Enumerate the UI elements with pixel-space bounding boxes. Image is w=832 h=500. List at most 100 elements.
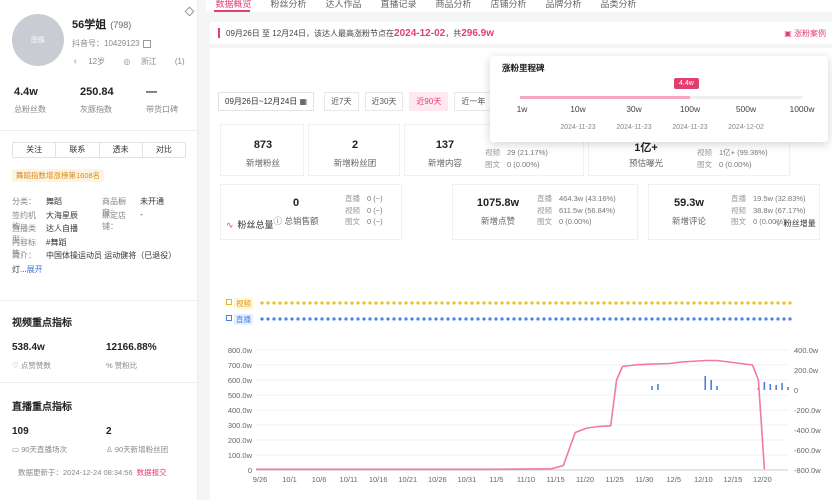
tab-works[interactable]: 达人作品 bbox=[325, 0, 362, 9]
video-likes-label-text: 点赞赞数 bbox=[20, 361, 51, 370]
range-90d[interactable]: 近90天 bbox=[409, 92, 449, 111]
marker-dot bbox=[680, 317, 684, 321]
tab-brands[interactable]: 品牌分析 bbox=[545, 0, 582, 9]
marker-dot bbox=[620, 301, 624, 305]
age-label: ♀ 12岁 bbox=[72, 57, 113, 66]
range-1y[interactable]: 近一年 bbox=[454, 92, 493, 111]
marker-dot bbox=[686, 301, 690, 305]
marker-dot bbox=[524, 317, 528, 321]
x-tick: 11/30 bbox=[635, 475, 653, 484]
trend-toggle[interactable]: ∿ 粉丝增量 bbox=[774, 218, 816, 229]
edit-icon[interactable] bbox=[184, 6, 195, 17]
tab-goods[interactable]: 商品分析 bbox=[435, 0, 472, 9]
video-metrics-title: 视频重点指标 bbox=[12, 318, 72, 329]
metric-value: 0 bbox=[292, 197, 300, 209]
marker-dot bbox=[662, 301, 666, 305]
case-link[interactable]: ▣ 涨粉案例 bbox=[784, 28, 826, 39]
tab-overview[interactable]: 数据概览 bbox=[215, 0, 252, 9]
marker-dot bbox=[308, 317, 312, 321]
marker-dot bbox=[596, 301, 600, 305]
date-range-picker[interactable]: 09月26日~12月24日 ▦ bbox=[218, 92, 315, 111]
info-value[interactable]: #舞蹈 bbox=[46, 237, 67, 247]
marker-dot bbox=[554, 301, 558, 305]
penetrate-button[interactable]: 透未 bbox=[100, 143, 143, 157]
marker-dot bbox=[578, 317, 582, 321]
increment-bar bbox=[716, 386, 718, 390]
marker-dot bbox=[344, 301, 348, 305]
range-30d[interactable]: 近30天 bbox=[364, 92, 404, 111]
notice-prefix: 09月26日 至 12月24日，该达人最高涨粉节点在 bbox=[226, 29, 395, 38]
profile-info: 分类： 舞蹈 商品橱窗： 未开通 签约机构： 大海星辰 绑定店铺： - 直播类型： 达人自播 … bbox=[12, 196, 192, 277]
metric-new-fans[interactable]: 873 新增粉丝 bbox=[220, 124, 304, 176]
info-value: 大海星辰 bbox=[46, 210, 78, 220]
y-right-tick: 200.0w bbox=[794, 366, 819, 375]
x-tick: 10/21 bbox=[398, 475, 417, 484]
live-marker-icon bbox=[226, 315, 232, 321]
marker-dot bbox=[392, 317, 396, 321]
rank-badge[interactable]: 舞蹈指数增涨榜第1608名 bbox=[12, 169, 105, 182]
divider bbox=[0, 382, 198, 383]
marker-dot bbox=[476, 301, 480, 305]
marker-dot bbox=[284, 301, 288, 305]
y-right-tick: -800.0w bbox=[794, 466, 821, 475]
marker-dot bbox=[746, 301, 750, 305]
marker-dot bbox=[710, 301, 714, 305]
marker-dot bbox=[518, 317, 522, 321]
doc-icon: ▣ bbox=[784, 29, 792, 38]
marker-dot bbox=[314, 317, 318, 321]
x-tick: 10/31 bbox=[457, 475, 476, 484]
profile-name: 56学姐 (798) bbox=[72, 16, 131, 32]
metric-label: 新增粉丝 bbox=[245, 158, 280, 168]
sub-tag: 图文 bbox=[345, 217, 360, 226]
follow-button[interactable]: 关注 bbox=[13, 143, 57, 157]
contact-button[interactable]: 联系 bbox=[56, 143, 100, 157]
marker-dot bbox=[740, 317, 744, 321]
milestone-badge: 4.4w bbox=[674, 78, 699, 89]
stat-index: 250.84 灰豚指数 bbox=[66, 86, 132, 115]
sub-tag: 直播 bbox=[345, 194, 360, 203]
live-sessions-label: ▭ 90天直播场次 bbox=[12, 444, 67, 455]
range-7d[interactable]: 近7天 bbox=[324, 92, 359, 111]
marker-dot bbox=[776, 317, 780, 321]
marker-dot bbox=[650, 317, 654, 321]
metric-new-comments[interactable]: 59.3w 新增评论 直播 19.5w (32.83%) 视频 38.8w (67.1… bbox=[648, 184, 820, 240]
tab-fans[interactable]: 粉丝分析 bbox=[270, 0, 307, 9]
tab-categories[interactable]: 品类分析 bbox=[600, 0, 637, 9]
metric-value: 59.3w bbox=[674, 197, 704, 209]
metric-new-fan-club[interactable]: 2 新增粉丝团 bbox=[308, 124, 400, 176]
marker-dot bbox=[758, 317, 762, 321]
compare-button[interactable]: 对比 bbox=[155, 145, 172, 154]
milestone-date: 2024-11-23 bbox=[616, 124, 652, 131]
marker-dot bbox=[632, 301, 636, 305]
expand-link[interactable]: 展开 bbox=[26, 264, 43, 274]
report-link[interactable]: 数据报交 bbox=[136, 468, 167, 477]
sub-tag: 图文 bbox=[537, 217, 552, 226]
y-right-tick: -200.0w bbox=[794, 406, 821, 415]
metric-sales[interactable]: 0 ⓘ 总销售额 直播 0 (~) 视频 0 (~) 图文 0 (~) bbox=[220, 184, 402, 240]
milestone-date: 2024-12-02 bbox=[728, 124, 764, 131]
sub-value: 464.3w (43.16%) bbox=[559, 194, 616, 203]
marker-dot bbox=[470, 301, 474, 305]
case-link-text: 涨粉案例 bbox=[794, 29, 826, 38]
marker-dot bbox=[752, 301, 756, 305]
metric-new-likes[interactable]: 1075.8w 新增点赞 直播 464.3w (43.16%) 视频 611.5w (… bbox=[452, 184, 638, 240]
marker-dot bbox=[686, 317, 690, 321]
y-left-tick: 0 bbox=[248, 466, 252, 475]
tab-live[interactable]: 直播记录 bbox=[380, 0, 417, 9]
milestone-tick: 1w bbox=[516, 104, 528, 114]
increment-bar bbox=[657, 384, 659, 390]
metric-value: 2 bbox=[351, 139, 359, 151]
copy-icon[interactable] bbox=[142, 39, 151, 48]
info-value: 达人自播 bbox=[46, 224, 78, 233]
profile-name-text: 56学姐 bbox=[72, 19, 107, 31]
marker-dot bbox=[530, 301, 534, 305]
marker-dot bbox=[266, 317, 270, 321]
avatar[interactable]: 图像 bbox=[12, 14, 64, 66]
notice-accent bbox=[218, 28, 220, 38]
tab-shops[interactable]: 店铺分析 bbox=[490, 0, 527, 9]
calendar-icon: ▭ bbox=[12, 445, 20, 454]
x-tick: 12/15 bbox=[723, 475, 742, 484]
marker-dot bbox=[626, 317, 630, 321]
sub-tag: 直播 bbox=[537, 194, 552, 203]
marker-dot bbox=[380, 317, 384, 321]
